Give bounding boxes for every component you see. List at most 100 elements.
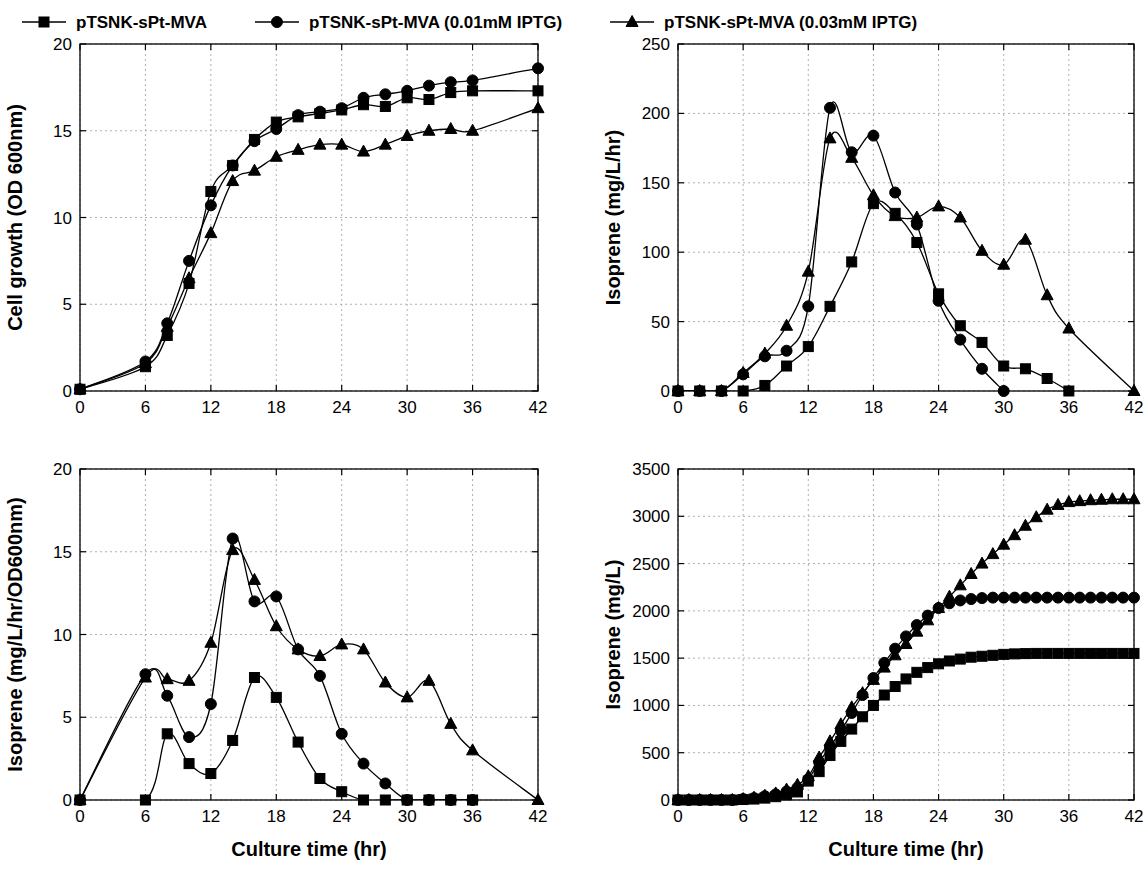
marker	[759, 789, 771, 800]
marker	[293, 644, 304, 655]
tick	[678, 321, 684, 322]
marker	[445, 795, 456, 806]
tick	[1133, 794, 1134, 800]
tick	[678, 610, 684, 611]
plot-frame	[678, 44, 1134, 391]
marker	[1075, 648, 1085, 658]
series: pTSNK-sPt-MVA (0.01mM IPTG)	[678, 102, 1004, 391]
tick	[1128, 182, 1134, 183]
tick	[532, 468, 538, 469]
tick	[145, 469, 146, 475]
grid-line	[678, 182, 1134, 183]
marker	[1096, 592, 1107, 603]
series-line	[678, 499, 1134, 800]
panel: 06121824303642050100150200250Isoprene (m…	[602, 35, 1143, 417]
marker	[847, 257, 857, 267]
marker	[205, 699, 216, 710]
tick	[145, 44, 146, 50]
marker	[955, 595, 966, 606]
tick	[1128, 321, 1134, 322]
marker	[673, 386, 684, 397]
tick	[1128, 752, 1134, 753]
series: pTSNK-sPt-MVA	[678, 201, 1069, 391]
tick	[1068, 469, 1069, 475]
panel: 0612182430364205101520Cell growth (OD 60…	[4, 35, 547, 417]
marker	[1129, 648, 1139, 658]
series: pTSNK-sPt-MVA	[678, 653, 1134, 800]
marker	[248, 164, 260, 175]
marker	[889, 649, 901, 660]
marker	[532, 102, 544, 113]
tick	[1068, 44, 1069, 50]
tick	[938, 469, 939, 475]
series-markers	[75, 673, 478, 805]
marker	[933, 603, 944, 614]
tick-label: 42	[529, 807, 548, 826]
tick	[808, 44, 809, 50]
series-line	[678, 653, 1134, 800]
marker	[944, 656, 954, 666]
legend-marker	[626, 16, 638, 27]
marker	[868, 700, 878, 710]
tick	[407, 469, 408, 475]
tick	[407, 44, 408, 50]
tick	[276, 469, 277, 475]
marker	[162, 690, 173, 701]
marker	[249, 596, 260, 607]
marker	[1041, 289, 1053, 300]
marker	[694, 386, 705, 397]
legend-label: pTSNK-sPt-MVA (0.01mM IPTG)	[309, 13, 562, 32]
marker	[1063, 322, 1075, 333]
axis-label: Isoprene (mg/L/hr/OD600nm)	[4, 497, 26, 772]
series: pTSNK-sPt-MVA (0.01mM IPTG)	[80, 536, 473, 800]
series: pTSNK-sPt-MVA	[80, 91, 538, 390]
marker	[694, 794, 706, 805]
tick-label: 500	[642, 744, 670, 763]
grid-line	[276, 44, 277, 391]
marker	[445, 123, 457, 134]
tick	[678, 705, 684, 706]
tick	[1068, 794, 1069, 800]
tick	[407, 385, 408, 391]
series: pTSNK-sPt-MVA (0.03mM IPTG)	[678, 132, 1134, 391]
marker	[1085, 592, 1096, 603]
marker	[445, 717, 457, 728]
marker	[715, 385, 727, 396]
marker	[825, 301, 835, 311]
tick-label: 0	[661, 791, 670, 810]
tick	[873, 794, 874, 800]
marker	[933, 602, 945, 613]
tick	[80, 717, 86, 718]
marker	[228, 735, 238, 745]
series-markers	[74, 544, 544, 805]
marker	[162, 729, 172, 739]
marker	[468, 795, 478, 805]
marker	[206, 769, 216, 779]
tick-label: 24	[929, 398, 948, 417]
tick-label: 18	[864, 398, 883, 417]
tick-label: 20	[53, 35, 72, 54]
legend: pTSNK-sPt-MVApTSNK-sPt-MVA (0.01mM IPTG)…	[22, 13, 917, 32]
marker	[803, 342, 813, 352]
tick	[1003, 44, 1004, 50]
tick-label: 36	[463, 807, 482, 826]
tick	[145, 385, 146, 391]
tick-label: 1500	[632, 649, 670, 668]
marker	[999, 649, 1009, 659]
marker	[380, 795, 390, 805]
grid-line	[80, 304, 538, 305]
tick	[677, 44, 678, 50]
tick	[79, 44, 80, 50]
marker	[1042, 648, 1052, 658]
tick	[532, 390, 538, 391]
marker	[781, 345, 792, 356]
tick-label: 6	[141, 807, 150, 826]
marker	[314, 650, 326, 661]
series-line	[80, 68, 538, 389]
tick-label: 3500	[632, 460, 670, 479]
marker	[760, 380, 770, 390]
marker	[770, 787, 782, 798]
marker	[889, 210, 901, 221]
marker	[467, 75, 478, 86]
marker	[314, 138, 326, 149]
